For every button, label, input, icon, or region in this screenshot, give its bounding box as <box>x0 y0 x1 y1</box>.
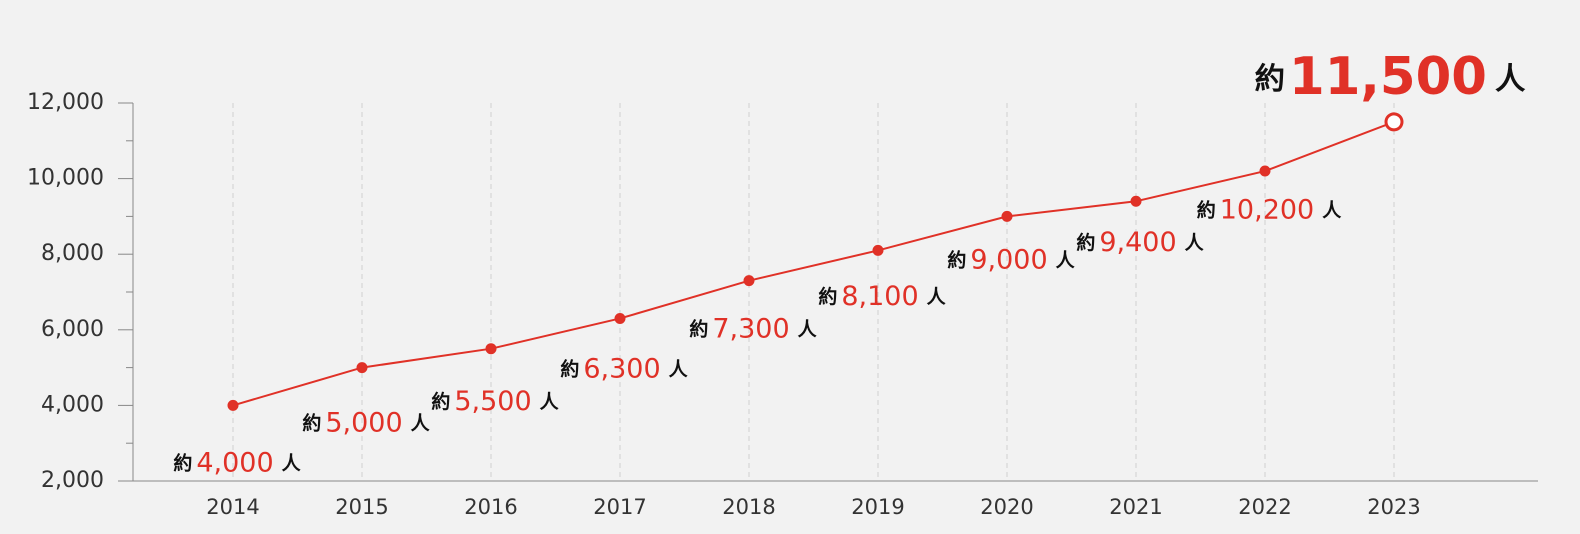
data-label: 約 5,500 人 <box>431 386 559 417</box>
data-label: 約 7,300 人 <box>689 313 817 344</box>
y-tick-label: 2,000 <box>41 468 104 493</box>
data-label: 約 10,200 人 <box>1197 194 1343 225</box>
y-tick-label: 8,000 <box>41 241 104 266</box>
label-prefix: 約 <box>947 248 966 271</box>
data-point <box>227 399 239 411</box>
data-label: 約 9,000 人 <box>947 244 1075 275</box>
label-suffix: 人 <box>1185 232 1205 254</box>
label-suffix: 人 <box>1322 199 1342 221</box>
data-label: 約 4,000 人 <box>173 447 301 478</box>
data-point <box>1130 195 1142 207</box>
label-suffix: 人 <box>540 391 560 413</box>
label-value: 5,000 <box>325 407 402 438</box>
data-label: 約 6,300 人 <box>560 353 688 384</box>
label-prefix: 約 <box>1255 62 1285 97</box>
x-tick-label: 2022 <box>1238 495 1291 519</box>
label-suffix: 人 <box>1495 62 1526 97</box>
data-point <box>356 362 368 374</box>
label-value: 11,500 <box>1289 47 1487 107</box>
x-tick-label: 2019 <box>851 495 904 519</box>
label-value: 6,300 <box>583 353 660 384</box>
y-tick-label: 10,000 <box>27 166 104 191</box>
y-tick-label: 12,000 <box>27 90 104 115</box>
label-prefix: 約 <box>431 390 450 413</box>
label-value: 7,300 <box>712 313 789 344</box>
data-point <box>872 244 884 256</box>
label-value: 9,400 <box>1099 227 1176 258</box>
label-suffix: 人 <box>1056 249 1076 271</box>
label-suffix: 人 <box>669 358 689 380</box>
data-point <box>1384 112 1404 132</box>
x-tick-label: 2016 <box>464 495 517 519</box>
y-tick-label: 4,000 <box>41 392 104 417</box>
data-point <box>743 275 755 287</box>
x-tick-label: 2020 <box>980 495 1033 519</box>
label-value: 4,000 <box>196 447 273 478</box>
label-prefix: 約 <box>173 451 192 474</box>
data-point <box>1001 210 1013 222</box>
data-label: 約11,500 人 <box>1255 47 1526 107</box>
label-value: 5,500 <box>454 386 531 417</box>
label-suffix: 人 <box>798 318 818 340</box>
label-value: 8,100 <box>841 280 918 311</box>
data-point <box>1259 165 1271 177</box>
label-suffix: 人 <box>927 285 947 307</box>
x-tick-label: 2023 <box>1367 495 1420 519</box>
label-suffix: 人 <box>411 412 431 434</box>
label-prefix: 約 <box>302 411 321 434</box>
label-suffix: 人 <box>282 452 302 474</box>
label-value: 10,200 <box>1220 194 1314 225</box>
data-label: 約 9,400 人 <box>1076 227 1204 258</box>
label-prefix: 約 <box>689 317 708 340</box>
label-prefix: 約 <box>1197 198 1216 221</box>
data-line <box>232 120 1395 407</box>
label-value: 9,000 <box>970 244 1047 275</box>
label-prefix: 約 <box>560 357 579 380</box>
label-prefix: 約 <box>818 284 837 307</box>
label-prefix: 約 <box>1076 231 1095 254</box>
data-point <box>485 343 497 355</box>
x-tick-label: 2014 <box>206 495 259 519</box>
x-tick-label: 2017 <box>593 495 646 519</box>
data-label: 約 5,000 人 <box>302 407 430 438</box>
data-point <box>614 312 626 324</box>
x-tick-label: 2021 <box>1109 495 1162 519</box>
x-tick-label: 2018 <box>722 495 775 519</box>
y-tick-label: 6,000 <box>41 317 104 342</box>
x-tick-label: 2015 <box>335 495 388 519</box>
data-label: 約 8,100 人 <box>818 280 946 311</box>
